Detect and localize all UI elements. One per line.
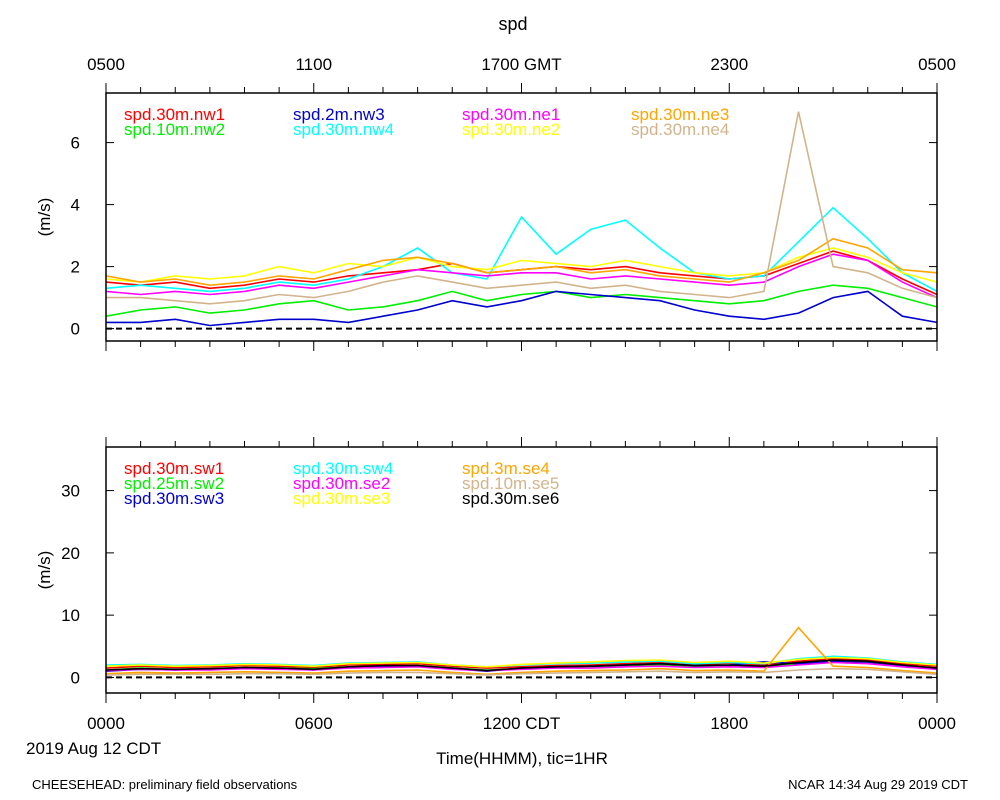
y-tick-label: 6 [71, 134, 80, 153]
bottom-tick-label: 1200 CDT [483, 714, 560, 733]
series-line-spd.30m.ne4 [106, 111, 937, 305]
y-tick-label: 10 [61, 606, 80, 625]
top-axis-tick-labels: 0500 1100 1700 GMT 2300 0500 [87, 55, 956, 74]
bottom-tick-label: 1800 [710, 714, 748, 733]
legend-entry: spd.30m.sw1 [124, 459, 224, 478]
legend-entry: spd.3m.se4 [462, 459, 550, 478]
top-tick-label: 1700 GMT [481, 55, 561, 74]
series-line-spd.30m.sw1 [106, 657, 937, 669]
legend-entry: spd.25m.sw2 [124, 474, 224, 493]
chart-title: spd [498, 14, 527, 34]
legend-entry: spd.30m.se3 [293, 489, 390, 508]
legend-entry: spd.30m.ne1 [462, 105, 560, 124]
series-line-spd.30m.ne2 [106, 247, 937, 283]
bottom-tick-label: 0000 [87, 714, 125, 733]
series-line-spd.30m.nw4 [106, 206, 937, 293]
top-tick-label: 0500 [87, 55, 125, 74]
series-line-spd.30m.se2 [106, 661, 937, 672]
series-line-spd.30m.ne3 [106, 237, 937, 287]
x-axis-label: Time(HHMM), tic=1HR [436, 749, 608, 768]
series-line-spd.10m.se5 [106, 667, 937, 676]
legend-entry: spd.30m.se6 [462, 489, 559, 508]
footer-left: CHEESEHEAD: preliminary field observatio… [32, 777, 298, 792]
series-line-spd.3m.se4 [106, 626, 937, 676]
series-traces [106, 111, 937, 327]
legend-entry: spd.2m.nw3 [293, 105, 385, 124]
footer-right: NCAR 14:34 Aug 29 2019 CDT [788, 777, 968, 792]
top-tick-label: 2300 [710, 55, 748, 74]
y-tick-label: 0 [71, 320, 80, 339]
y-tick-label: 4 [71, 196, 80, 215]
y-tick-label: 30 [61, 482, 80, 501]
date-label: 2019 Aug 12 CDT [26, 739, 161, 758]
top-tick-label: 1100 [295, 55, 332, 74]
legend-entry: spd.30m.sw4 [293, 459, 393, 478]
y-axis-label: (m/s) [35, 551, 54, 590]
panel-frame [105, 446, 938, 694]
series-line-spd.2m.nw3 [106, 290, 937, 327]
legend-entry: spd.30m.ne4 [631, 120, 729, 139]
legend-entry: spd.10m.nw2 [124, 120, 225, 139]
series-traces [106, 626, 937, 676]
series-line-spd.10m.nw2 [106, 284, 937, 317]
panel-frame [105, 92, 938, 342]
y-axis-label: (m/s) [35, 198, 54, 237]
top-tick-label: 0500 [918, 55, 956, 74]
bottom-tick-label: 0600 [295, 714, 333, 733]
legend-entry: spd.30m.nw1 [124, 105, 225, 124]
legend-entry: spd.30m.se2 [293, 474, 390, 493]
series-line-spd.30m.ne1 [106, 253, 937, 299]
panel-2: 0102030(m/s)spd.30m.sw1spd.25m.sw2spd.30… [35, 437, 938, 703]
legend-entry: spd.30m.nw4 [293, 120, 394, 139]
y-tick-label: 2 [71, 258, 80, 277]
series-line-spd.30m.se6 [106, 659, 937, 672]
bottom-axis-tick-labels: 0000 0600 1200 CDT 1800 0000 [87, 714, 956, 733]
legend-entry: spd.30m.ne3 [631, 105, 729, 124]
y-tick-label: 20 [61, 544, 80, 563]
y-tick-label: 0 [71, 668, 80, 687]
legend-entry: spd.30m.ne2 [462, 120, 560, 139]
legend-entry: spd.30m.sw3 [124, 489, 224, 508]
legend-entry: spd.10m.se5 [462, 474, 559, 493]
bottom-tick-label: 0000 [918, 714, 956, 733]
series-line-spd.30m.se3 [106, 656, 937, 668]
